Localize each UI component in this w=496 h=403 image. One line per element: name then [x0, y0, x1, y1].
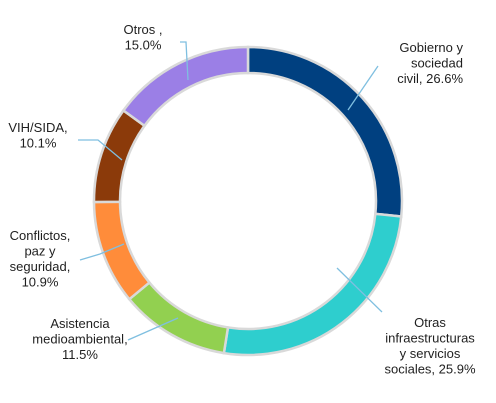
label-line-vih-1: 10.1%: [20, 136, 57, 151]
label-line-medioambiental-0: Asistencia: [50, 316, 110, 331]
slice-otros: [121, 45, 250, 128]
label-medioambiental: Asistencia medioambiental, 11.5%: [32, 316, 127, 362]
leader-line-vih: [78, 139, 123, 161]
label-line-conflictos-3: 10.9%: [22, 275, 59, 290]
label-otros: Otros , 15.0%: [123, 22, 162, 53]
slice-infraestructuras: [222, 212, 403, 357]
label-line-infraestructuras-2: y servicios: [400, 346, 461, 361]
leader-line-gobierno: [347, 65, 379, 111]
leader-line-otros: [180, 41, 189, 81]
label-line-infraestructuras-0: Otras: [414, 315, 446, 330]
label-line-gobierno-0: Gobierno y: [399, 40, 463, 55]
label-line-infraestructuras-3: sociales, 25.9%: [384, 362, 475, 377]
label-line-otros-1: 15.0%: [125, 38, 162, 53]
leader-lines-layer: [78, 41, 383, 341]
label-line-infraestructuras-1: infraestructuras: [385, 331, 475, 346]
slices-layer: [92, 45, 404, 357]
label-line-conflictos-2: seguridad,: [10, 259, 71, 274]
label-line-gobierno-1: sociedad: [411, 56, 463, 71]
label-vih: VIH/SIDA, 10.1%: [8, 120, 67, 151]
label-line-conflictos-1: paz y: [24, 244, 56, 259]
leader-line-conflictos: [79, 243, 125, 261]
label-line-medioambiental-2: 11.5%: [62, 347, 98, 362]
label-conflictos: Conflictos, paz y seguridad, 10.9%: [10, 228, 71, 290]
leader-line-medioambiental: [127, 317, 179, 341]
label-line-conflictos-0: Conflictos,: [10, 228, 71, 243]
label-line-vih-0: VIH/SIDA,: [8, 120, 67, 135]
labels-layer: Gobierno y sociedad civil, 26.6% Otras infra…: [8, 22, 476, 377]
leader-line-infraestructuras: [336, 267, 383, 313]
label-infraestructuras: Otras infraestructuras y servicios sociales…: [384, 315, 475, 377]
slice-vih: [92, 108, 147, 204]
label-line-otros-0: Otros ,: [123, 22, 162, 37]
label-gobierno: Gobierno y sociedad civil, 26.6%: [397, 40, 463, 86]
slice-gobierno: [246, 45, 404, 218]
label-line-gobierno-2: civil, 26.6%: [397, 71, 463, 86]
slice-conflictos: [92, 200, 152, 301]
slice-medioambiental: [127, 280, 230, 355]
label-line-medioambiental-1: medioambiental,: [32, 332, 127, 347]
